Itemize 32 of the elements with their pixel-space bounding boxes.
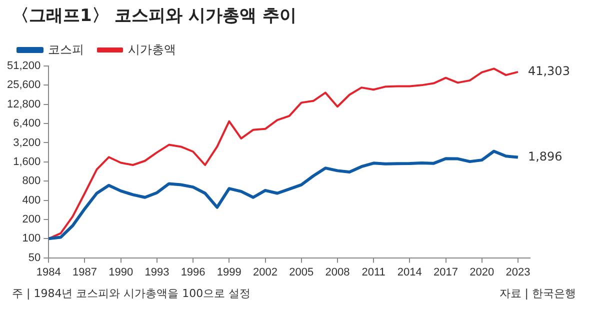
text: 자료 | 한국은행 bbox=[499, 286, 576, 301]
y-tick-label: 25,600 bbox=[6, 79, 41, 92]
x-tick-label: 2011 bbox=[362, 266, 386, 278]
x-tick-label: 1987 bbox=[72, 266, 97, 278]
y-tick-label: 800 bbox=[22, 175, 41, 188]
y-tick-label: 100 bbox=[22, 232, 41, 245]
x-tick-label: 1990 bbox=[108, 266, 134, 278]
annotation: 1,896 bbox=[528, 149, 562, 164]
legend-label: 시가총액 bbox=[128, 42, 176, 56]
x-tick-label: 2002 bbox=[253, 266, 278, 278]
y-tick-label: 3,200 bbox=[13, 136, 41, 149]
x-tick-label: 1993 bbox=[144, 266, 170, 278]
text: 주 | 1984년 코스피와 시가총액을 100으로 설정 bbox=[12, 286, 251, 301]
chart-title: 〈그래프1〉 코스피와 시가총액 추이 bbox=[12, 5, 297, 27]
y-tick-label: 200 bbox=[22, 213, 41, 226]
y-tick-label: 12,800 bbox=[6, 98, 41, 110]
x-tick-label: 2008 bbox=[325, 266, 350, 278]
annotation: 41,303 bbox=[528, 64, 570, 78]
x-tick-label: 2023 bbox=[506, 266, 530, 278]
y-tick-label: 6,400 bbox=[13, 118, 41, 130]
y-tick-label: 400 bbox=[22, 194, 41, 206]
x-tick-label: 2005 bbox=[289, 266, 314, 278]
y-tick-label: 51,200 bbox=[6, 60, 41, 72]
x-tick-label: 1984 bbox=[36, 266, 61, 278]
x-tick-label: 1996 bbox=[180, 266, 206, 278]
legend-label: 코스피 bbox=[48, 42, 84, 56]
x-tick-label: 1999 bbox=[216, 266, 242, 278]
y-tick-label: 50 bbox=[28, 252, 41, 264]
y-tick-label: 1,600 bbox=[13, 156, 41, 168]
x-tick-label: 2017 bbox=[434, 266, 458, 278]
x-tick-label: 2020 bbox=[470, 266, 494, 278]
x-tick-label: 2014 bbox=[397, 266, 422, 278]
